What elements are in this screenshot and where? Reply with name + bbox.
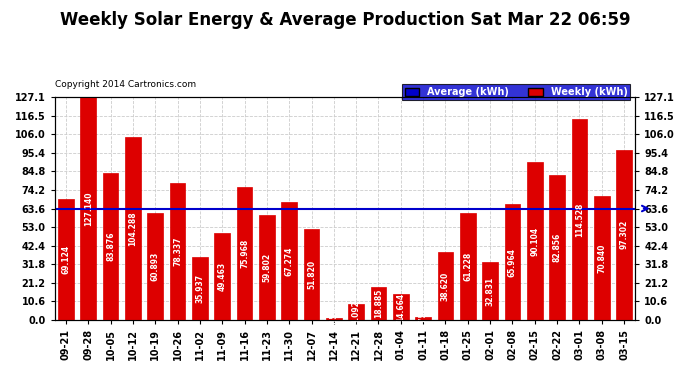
Text: 78.337: 78.337 [173,237,182,266]
Bar [259,215,275,320]
Bar [170,183,186,320]
Text: 127.140: 127.140 [83,191,92,226]
Bar [594,196,609,320]
Text: 1.752: 1.752 [419,306,428,330]
Bar [103,173,119,320]
Text: 65.964: 65.964 [508,248,517,277]
Bar [393,294,408,320]
Text: 75.968: 75.968 [240,239,249,268]
Bar [504,204,520,320]
Text: 32.831: 32.831 [486,276,495,306]
Bar [148,213,163,320]
Bar [282,202,297,320]
Bar [81,97,96,320]
Bar [371,287,386,320]
Text: Weekly Solar Energy & Average Production Sat Mar 22 06:59: Weekly Solar Energy & Average Production… [60,11,630,29]
Bar [348,304,364,320]
Bar [437,252,453,320]
Bar [415,317,431,320]
Bar [237,187,253,320]
Text: 82.856: 82.856 [553,233,562,262]
Bar [616,150,632,320]
Text: 83.876: 83.876 [106,232,115,261]
Bar [215,233,230,320]
Text: 97.302: 97.302 [620,220,629,249]
Text: 1.053: 1.053 [329,307,338,331]
Text: 51.820: 51.820 [307,260,316,289]
Text: 38.620: 38.620 [441,272,450,301]
Text: 9.092: 9.092 [352,300,361,324]
Text: 49.463: 49.463 [218,262,227,291]
Text: 35.937: 35.937 [195,274,204,303]
Text: 69.124: 69.124 [61,245,70,274]
Bar [304,229,319,320]
Text: 104.288: 104.288 [128,211,137,246]
Text: 59.802: 59.802 [262,253,271,282]
Legend: Average (kWh), Weekly (kWh): Average (kWh), Weekly (kWh) [402,84,631,100]
Bar [326,318,342,320]
Text: 114.528: 114.528 [575,202,584,237]
Text: 14.664: 14.664 [396,292,405,322]
Text: 18.885: 18.885 [374,289,383,318]
Bar [192,257,208,320]
Bar [58,199,74,320]
Text: 61.228: 61.228 [463,252,472,281]
Bar [549,175,565,320]
Text: 60.893: 60.893 [150,252,160,281]
Bar [482,262,498,320]
Text: 67.274: 67.274 [285,246,294,276]
Bar [125,137,141,320]
Bar [527,162,542,320]
Text: 90.104: 90.104 [530,226,540,255]
Bar [460,213,475,320]
Text: Copyright 2014 Cartronics.com: Copyright 2014 Cartronics.com [55,80,196,88]
Bar [571,119,587,320]
Text: 70.840: 70.840 [598,243,607,273]
